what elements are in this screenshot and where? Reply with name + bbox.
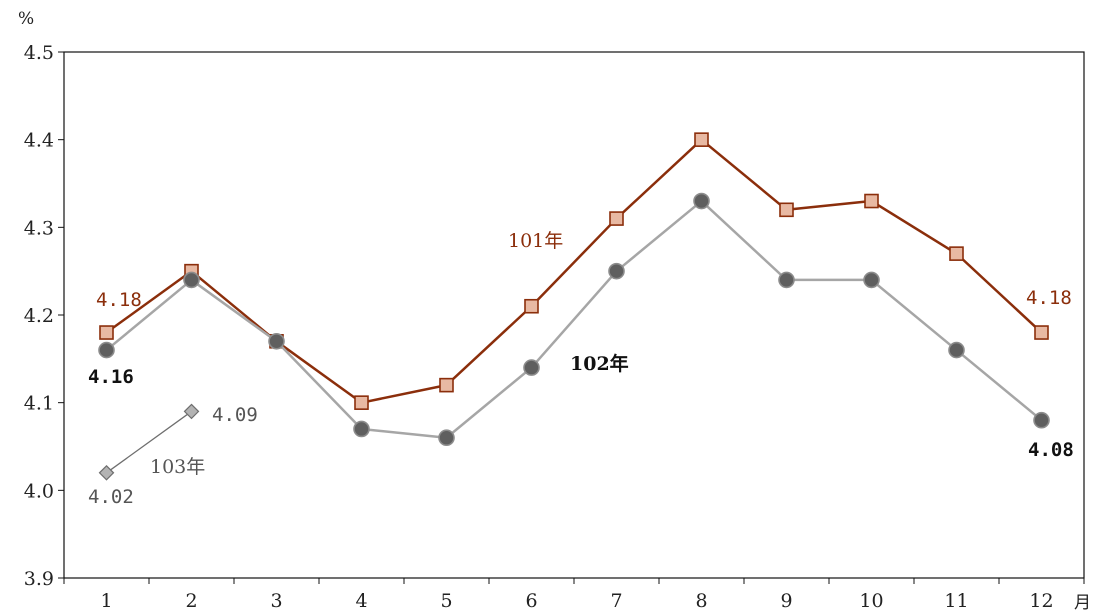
series-101-point <box>99 325 114 340</box>
y-axis-unit-label: % <box>18 9 34 29</box>
y-tick-label: 3.9 <box>24 568 54 590</box>
y-tick-label: 4.5 <box>24 42 54 64</box>
x-tick-label: 4 <box>355 590 367 612</box>
series-layer <box>98 132 1050 481</box>
x-tick-label: 6 <box>525 590 537 612</box>
x-tick-label: 9 <box>780 590 792 612</box>
series-101-point <box>524 298 539 314</box>
x-tick-label: 12 <box>1029 590 1053 612</box>
series-102-line <box>105 199 1043 439</box>
y-tick-label: 4.3 <box>24 217 54 239</box>
series-103-point <box>98 464 115 481</box>
series-102-point <box>778 271 795 289</box>
series-103-name-label: 103年 <box>150 456 205 478</box>
series-102-point <box>693 192 710 210</box>
x-axis-unit-label: 月 <box>1074 593 1091 613</box>
series-101-point <box>609 211 624 226</box>
series-101-point <box>779 202 794 218</box>
series-101-point <box>354 395 369 410</box>
labels-layer: 101年 4.18 4.18 102年 4.16 4.08 103年 4.02 4.09 <box>88 230 1074 508</box>
y-tick-label: 4.2 <box>24 305 54 327</box>
series-102-point <box>1033 411 1050 429</box>
y-tick-label: 4.4 <box>24 130 54 152</box>
series-101-point <box>1034 325 1049 340</box>
x-tick-label: 1 <box>100 590 112 612</box>
series-102-end-data-label: 4.08 <box>1028 439 1074 461</box>
series-102-point <box>183 271 200 289</box>
x-tick-label: 8 <box>695 590 707 612</box>
x-tick-label: 2 <box>185 590 197 612</box>
series-101-name-label: 101年 <box>508 230 563 252</box>
series-102-point <box>608 262 625 280</box>
series-103-line <box>106 410 192 474</box>
x-tick-label: 11 <box>944 590 968 612</box>
y-tick-label: 4.0 <box>24 480 54 502</box>
series-102-point <box>353 420 370 438</box>
series-102-point <box>438 429 455 447</box>
series-102-point <box>948 341 965 359</box>
series-103-end-data-label: 4.09 <box>212 404 258 426</box>
series-101-start-data-label: 4.18 <box>96 289 142 311</box>
series-103-start-data-label: 4.02 <box>88 486 134 508</box>
x-tick-label: 7 <box>610 590 622 612</box>
axes: 3.94.04.14.24.34.44.51 2 3 4 5 6 7 8 9 10 11 12 <box>24 42 1085 612</box>
plot-area-frame <box>63 51 1085 579</box>
series-103-point <box>183 403 200 420</box>
series-102-point <box>98 341 115 359</box>
series-101-point <box>949 246 964 261</box>
x-tick-label: 10 <box>859 590 883 612</box>
series-101-end-data-label: 4.18 <box>1026 287 1072 309</box>
series-101-point <box>864 193 879 209</box>
x-tick-label: 3 <box>270 590 282 612</box>
series-101-point <box>694 132 709 147</box>
series-102-start-data-label: 4.16 <box>88 366 134 388</box>
series-101-point <box>439 377 454 393</box>
y-tick-label: 4.1 <box>24 393 54 415</box>
series-102-point <box>268 332 285 350</box>
series-102-name-label: 102年 <box>570 352 629 375</box>
series-102-point <box>523 359 540 376</box>
series-102-point <box>863 271 880 289</box>
x-tick-label: 5 <box>440 590 452 612</box>
